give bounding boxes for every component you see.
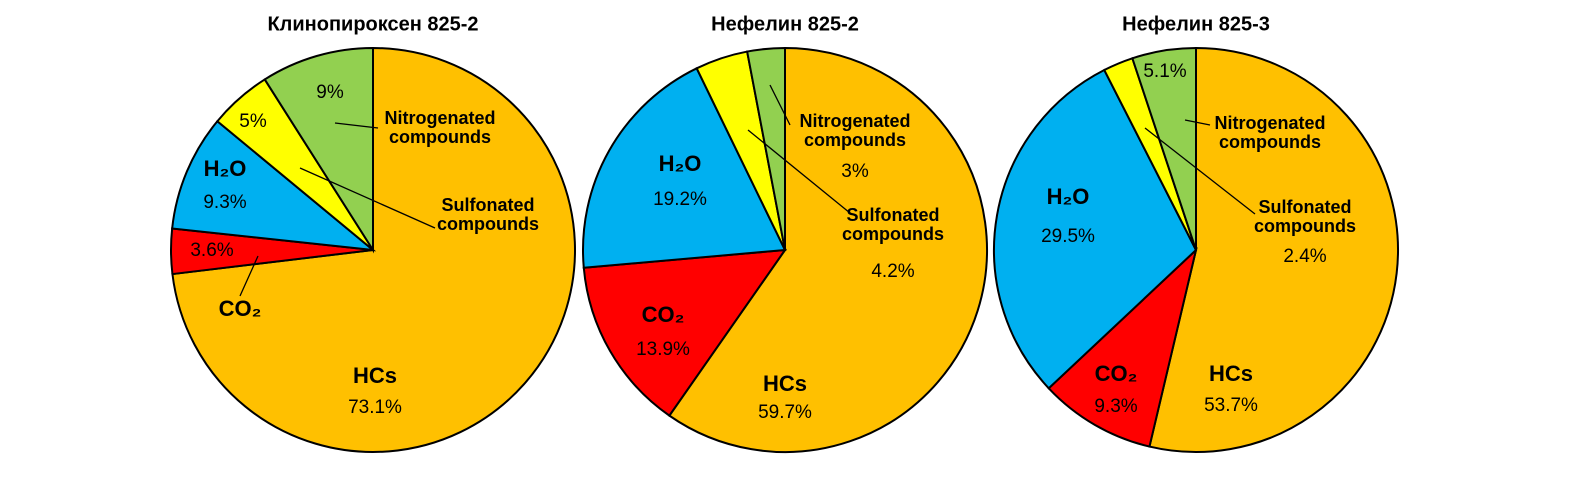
value-label: 5.1% bbox=[1143, 61, 1186, 82]
slice-label: HCs bbox=[353, 363, 397, 388]
value-label: 73.1% bbox=[348, 397, 402, 418]
chart-title: Клинопироксен 825-2 bbox=[267, 13, 478, 35]
pie-slice bbox=[582, 66, 787, 269]
value-label: 53.7% bbox=[1204, 395, 1258, 416]
leader-line bbox=[239, 255, 259, 297]
chart-title: Нефелин 825-2 bbox=[711, 13, 859, 35]
slice-label: Nitrogenated compounds bbox=[1214, 113, 1325, 152]
pie-slice bbox=[745, 46, 786, 251]
slice-label: Nitrogenated compounds bbox=[384, 108, 495, 147]
value-label: 13.9% bbox=[636, 339, 690, 360]
slice-label: CO₂ bbox=[219, 296, 262, 321]
value-label: 2.4% bbox=[1283, 246, 1326, 267]
slice-label: H₂O bbox=[659, 151, 702, 176]
leader-line bbox=[747, 129, 851, 214]
value-label: 4.2% bbox=[871, 261, 914, 282]
pie-slice bbox=[1131, 46, 1197, 251]
value-label: 5% bbox=[239, 111, 267, 132]
slice-label: Sulfonated compounds bbox=[437, 195, 539, 234]
value-label: 9.3% bbox=[203, 192, 246, 213]
slice-label: HCs bbox=[1209, 361, 1253, 386]
pie-slice bbox=[263, 46, 374, 254]
leader-line bbox=[334, 122, 379, 129]
value-label: 59.7% bbox=[758, 402, 812, 423]
slice-label: H₂O bbox=[204, 156, 247, 181]
leader-line bbox=[299, 167, 436, 229]
pie-slice bbox=[667, 46, 988, 453]
pie-slice bbox=[1047, 246, 1198, 448]
pie-slice bbox=[993, 68, 1198, 390]
leader-line bbox=[1144, 127, 1256, 215]
pie-slice bbox=[582, 248, 788, 418]
value-label: 9.3% bbox=[1094, 396, 1137, 417]
value-label: 19.2% bbox=[653, 189, 707, 210]
leader-line bbox=[769, 84, 791, 126]
value-label: 3.6% bbox=[190, 240, 233, 261]
slice-label: HCs bbox=[763, 371, 807, 396]
pie-slice bbox=[1148, 46, 1399, 453]
chart-title: Нефелин 825-3 bbox=[1122, 13, 1270, 35]
slice-label: H₂O bbox=[1047, 184, 1090, 209]
slice-label: Nitrogenated compounds bbox=[799, 111, 910, 150]
pie-slice bbox=[171, 119, 377, 252]
value-label: 9% bbox=[316, 82, 344, 103]
value-label: 3% bbox=[841, 161, 869, 182]
slice-label: Sulfonated compounds bbox=[1254, 197, 1356, 236]
slice-label: CO₂ bbox=[1095, 361, 1138, 386]
leader-line bbox=[1184, 119, 1211, 126]
slice-label: CO₂ bbox=[642, 302, 685, 327]
slice-label: Sulfonated compounds bbox=[842, 205, 944, 244]
value-label: 29.5% bbox=[1041, 226, 1095, 247]
